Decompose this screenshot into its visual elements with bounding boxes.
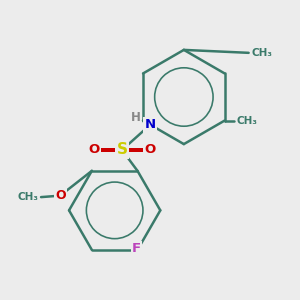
Text: H: H (131, 111, 141, 124)
Text: CH₃: CH₃ (17, 192, 38, 202)
Text: CH₃: CH₃ (237, 116, 258, 126)
Text: CH₃: CH₃ (252, 48, 273, 58)
Text: N: N (144, 118, 156, 131)
Text: O: O (88, 143, 100, 157)
Text: O: O (144, 143, 156, 157)
Text: S: S (116, 142, 128, 158)
Text: F: F (132, 242, 141, 255)
Text: O: O (55, 189, 65, 202)
